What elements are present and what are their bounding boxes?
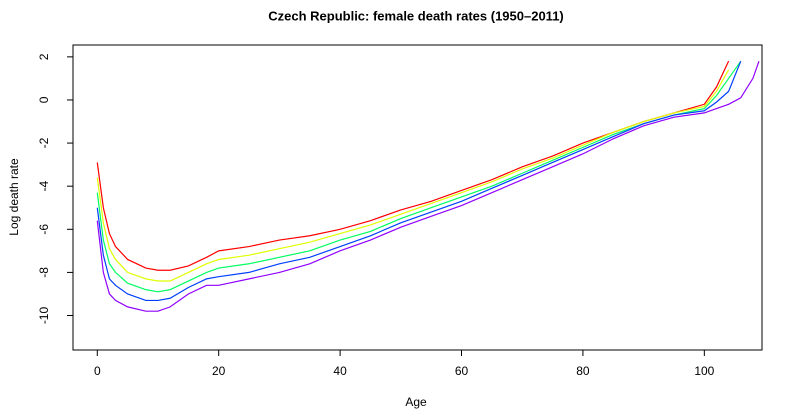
y-tick-label: -6 [37, 224, 51, 235]
y-tick-label: -10 [37, 307, 51, 325]
series-line [96, 69, 730, 282]
y-tick-label: -4 [37, 181, 51, 192]
series-line [96, 60, 760, 312]
series-line [96, 60, 730, 271]
series-line [96, 60, 742, 293]
chart-title: Czech Republic: female death rates (1950… [268, 8, 564, 23]
x-axis-label: Age [405, 395, 427, 409]
x-tick-label: 40 [333, 364, 347, 378]
y-tick-label: -2 [37, 137, 51, 148]
series-line [96, 60, 742, 302]
plot-frame [72, 44, 763, 351]
x-tick-label: 60 [455, 364, 469, 378]
x-tick-label: 0 [94, 364, 101, 378]
y-tick-label: 0 [37, 96, 51, 103]
x-tick-label: 20 [212, 364, 226, 378]
y-tick-label: 2 [37, 53, 51, 60]
y-tick-label: -8 [37, 267, 51, 278]
x-tick-label: 100 [694, 364, 714, 378]
x-tick-label: 80 [576, 364, 590, 378]
y-axis-label: Log death rate [7, 158, 21, 236]
